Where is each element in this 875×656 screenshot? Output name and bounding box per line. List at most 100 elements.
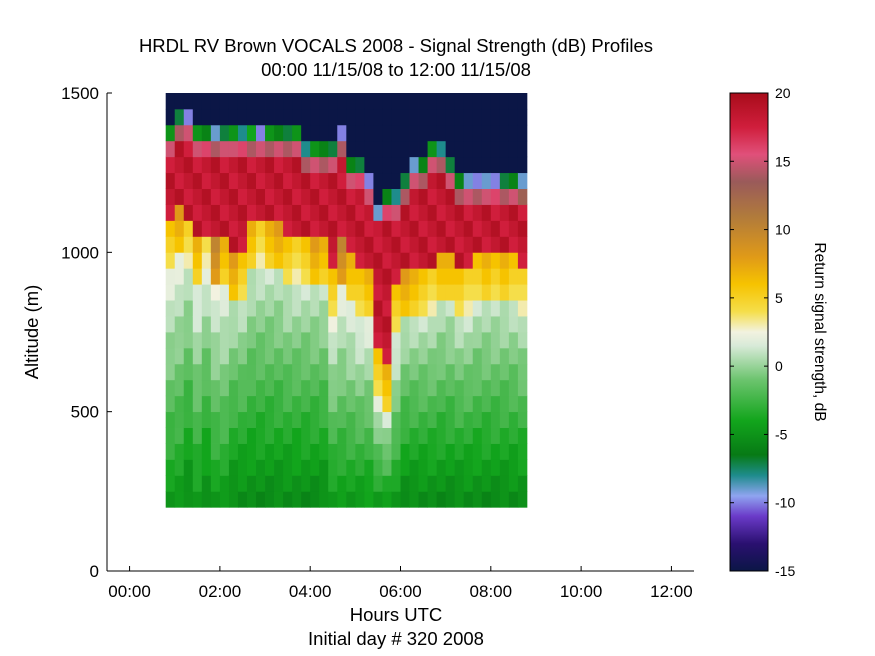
heatmap-cell: [373, 363, 383, 381]
heatmap-cell: [472, 395, 483, 413]
heatmap-cell: [237, 220, 248, 237]
heatmap-cell: [391, 188, 401, 205]
heatmap-cell: [391, 93, 401, 110]
heatmap-cell: [228, 108, 239, 126]
heatmap-cell: [508, 140, 519, 158]
heatmap-cell: [310, 124, 320, 142]
x-axis-label: Hours UTC: [350, 604, 443, 625]
heatmap-cell: [219, 140, 230, 158]
heatmap-cell: [256, 93, 266, 110]
x-tick-label: 02:00: [199, 582, 242, 601]
heatmap-cell: [418, 363, 428, 381]
heatmap-cell: [328, 459, 338, 476]
heatmap-cell: [210, 491, 221, 508]
heatmap-cell: [310, 252, 320, 269]
heatmap-cell: [274, 475, 284, 492]
heatmap-cell: [472, 300, 483, 317]
heatmap-cell: [328, 204, 338, 221]
chart-subtitle: 00:00 11/15/08 to 12:00 11/15/08: [261, 59, 531, 80]
heatmap-cell: [265, 172, 275, 189]
heatmap-cell: [174, 411, 185, 428]
heatmap-cell: [454, 443, 465, 460]
heatmap-cell: [310, 204, 320, 221]
heatmap-cell: [445, 252, 456, 269]
heatmap-cell: [499, 236, 510, 253]
heatmap-cell: [418, 140, 428, 158]
x-axis-sublabel: Initial day # 320 2008: [308, 628, 484, 649]
heatmap-cell: [165, 172, 176, 189]
heatmap-cell: [256, 124, 266, 142]
heatmap-cell: [418, 332, 428, 349]
heatmap-cell: [391, 395, 401, 413]
heatmap-cell: [165, 108, 176, 126]
heatmap-cell: [463, 108, 474, 126]
heatmap-cell: [274, 268, 284, 285]
heatmap-cell: [463, 395, 474, 413]
heatmap-cell: [418, 93, 428, 110]
heatmap-cell: [337, 252, 347, 269]
heatmap-cell: [201, 395, 212, 413]
heatmap-cell: [499, 140, 510, 158]
heatmap-cell: [183, 172, 194, 189]
heatmap-cell: [246, 220, 257, 237]
heatmap-cell: [328, 347, 338, 365]
heatmap-cell: [427, 491, 438, 508]
heatmap-cell: [481, 475, 492, 492]
heatmap-cell: [499, 491, 510, 508]
heatmap-cell: [228, 300, 239, 317]
heatmap-cell: [445, 300, 456, 317]
heatmap-cell: [256, 204, 266, 221]
heatmap-cell: [210, 395, 221, 413]
heatmap-cell: [418, 427, 428, 444]
heatmap-cell: [283, 443, 293, 460]
heatmap-cell: [499, 475, 510, 492]
heatmap-cell: [445, 188, 456, 205]
heatmap-cell: [517, 140, 528, 158]
heatmap-cell: [481, 316, 492, 333]
heatmap-cell: [201, 268, 212, 285]
colorbar: -15 -10 -5 0 5 10 15 20: [729, 85, 795, 579]
heatmap-cells: [165, 93, 528, 508]
heatmap-cell: [228, 220, 239, 237]
heatmap-cell: [210, 347, 221, 365]
heatmap-cell: [436, 395, 447, 413]
heatmap-cell: [319, 459, 329, 476]
heatmap-cell: [445, 124, 456, 142]
heatmap-cell: [454, 268, 465, 285]
heatmap-cell: [508, 300, 519, 317]
heatmap-cell: [274, 491, 284, 508]
heatmap-cell: [490, 379, 501, 397]
heatmap-cell: [283, 140, 293, 158]
heatmap-cell: [445, 284, 456, 301]
heatmap-cell: [364, 284, 374, 301]
heatmap-cell: [219, 156, 230, 174]
heatmap-cell: [463, 204, 474, 221]
heatmap-cell: [490, 220, 501, 237]
heatmap-cell: [274, 204, 284, 221]
heatmap-cell: [436, 491, 447, 508]
heatmap-cell: [337, 316, 347, 333]
heatmap-cell: [463, 443, 474, 460]
heatmap-cell: [328, 411, 338, 428]
heatmap-cell: [301, 220, 311, 237]
heatmap-cell: [364, 379, 374, 397]
heatmap-cell: [463, 459, 474, 476]
heatmap-cell: [337, 363, 347, 381]
heatmap-cell: [292, 124, 302, 142]
heatmap-cell: [210, 220, 221, 237]
heatmap-cell: [201, 300, 212, 317]
heatmap-cell: [237, 379, 248, 397]
heatmap-cell: [246, 300, 257, 317]
heatmap-cell: [174, 124, 185, 142]
heatmap-cell: [364, 459, 374, 476]
heatmap-cell: [517, 300, 528, 317]
heatmap-cell: [364, 443, 374, 460]
heatmap-cell: [454, 204, 465, 221]
heatmap-cell: [346, 443, 356, 460]
heatmap-cell: [364, 188, 374, 205]
heatmap-cell: [283, 268, 293, 285]
heatmap-cell: [517, 427, 528, 444]
heatmap-cell: [274, 459, 284, 476]
heatmap-cell: [219, 236, 230, 253]
heatmap-cell: [183, 284, 194, 301]
